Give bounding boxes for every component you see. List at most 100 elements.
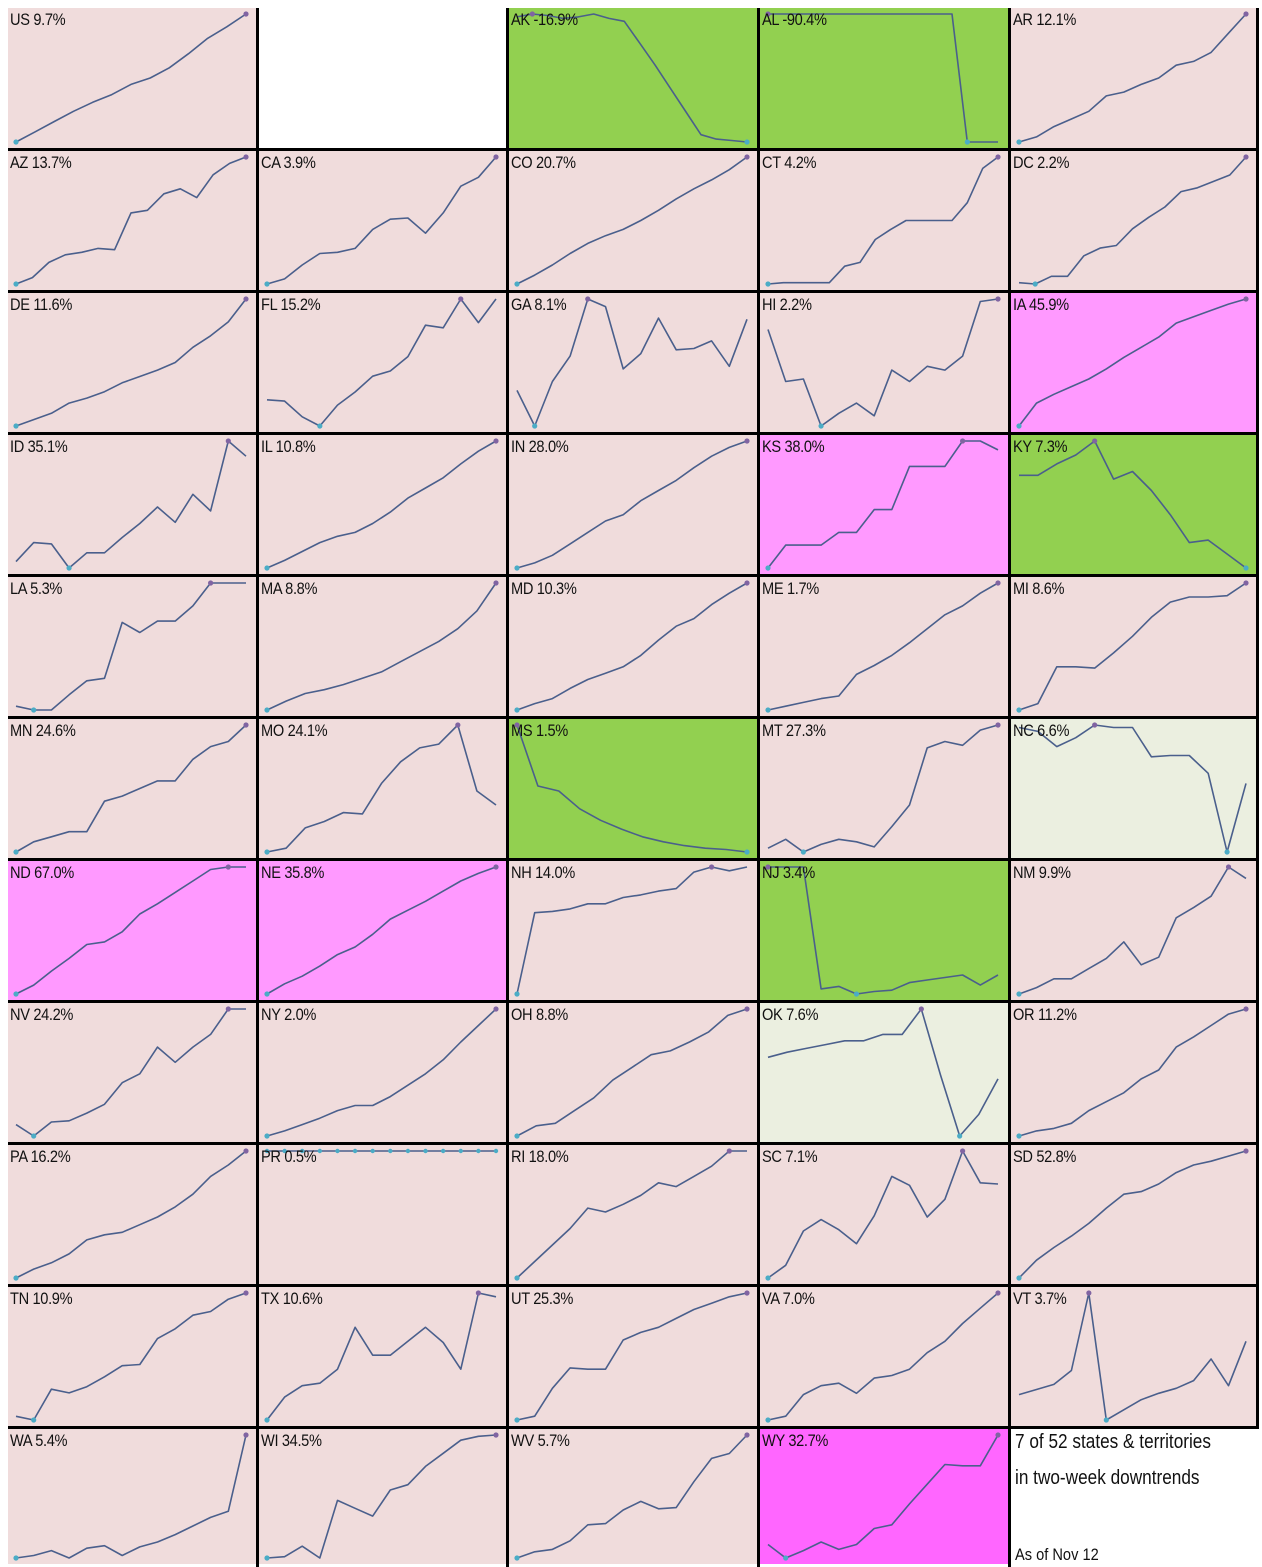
sparkline-dc (1018, 154, 1249, 287)
point-pr-13 (493, 1148, 499, 1154)
sparkline-wa (13, 1432, 249, 1561)
series-line-wi (266, 1434, 497, 1559)
panel-ks: KS 38.0% (760, 435, 1008, 574)
panel-ak: AK -16.9% (509, 8, 757, 148)
panel-label-wi: WI 34.5% (261, 1431, 322, 1450)
grid-vline (256, 8, 259, 1567)
series-line-al (768, 13, 998, 143)
panel-ca: CA 3.9% (259, 151, 506, 290)
sparkline-mn (13, 722, 249, 855)
max-point-wa (243, 1432, 249, 1438)
panel-label-ky: KY 7.3% (1013, 437, 1068, 456)
sparkline-nd (13, 864, 246, 997)
max-point-tx (475, 1290, 481, 1296)
panel-label-hi: HI 2.2% (762, 295, 812, 314)
panel-label-oh: OH 8.8% (511, 1005, 568, 1024)
panel-label-me: ME 1.7% (762, 579, 819, 598)
panel-label-vt: VT 3.7% (1013, 1289, 1067, 1308)
panel-de: DE 11.6% (8, 293, 256, 432)
max-point-ks (960, 438, 966, 444)
series-line-ga (516, 298, 748, 427)
grid-hline (8, 290, 1259, 293)
series-line-il (266, 440, 497, 569)
min-point-dc (1032, 281, 1038, 287)
series-line-ak (516, 13, 748, 143)
panel-us: US 9.7% (8, 8, 256, 148)
sparkline-ca (264, 154, 499, 287)
grid-vline (506, 8, 509, 1567)
max-point-il (493, 438, 499, 444)
series-line-in (516, 440, 748, 569)
series-line-nj (768, 866, 999, 995)
series-line-ks (767, 440, 999, 569)
panel-label-ut: UT 25.3% (511, 1289, 574, 1308)
min-point-md (514, 707, 520, 713)
min-point-la (31, 707, 37, 713)
max-point-ok (918, 1006, 924, 1012)
panel-label-ia: IA 45.9% (1013, 295, 1069, 314)
sparkline-mt (767, 722, 1001, 855)
series-line-nv (15, 1008, 246, 1137)
panel-la: LA 5.3% (8, 577, 256, 716)
panel-ok: OK 7.6% (760, 1003, 1008, 1142)
min-point-va (765, 1417, 771, 1423)
panel-label-nm: NM 9.9% (1013, 863, 1071, 882)
series-line-ca (266, 156, 497, 285)
series-line-ma (266, 582, 497, 711)
panel-label-la: LA 5.3% (10, 579, 63, 598)
panel-co: CO 20.7% (509, 151, 757, 290)
max-point-wy (995, 1432, 1001, 1438)
max-point-mn (243, 722, 249, 728)
as-of-date: As of Nov 12 (1015, 1545, 1099, 1564)
panel-label-ak: AK -16.9% (511, 10, 578, 29)
min-point-in (514, 565, 520, 571)
min-point-wv (514, 1555, 520, 1561)
max-point-nd (225, 864, 231, 870)
series-line-nh (516, 866, 748, 995)
sparkline-wv (514, 1432, 750, 1561)
panel-fl: FL 15.2% (259, 293, 506, 432)
max-point-ut (744, 1290, 750, 1296)
min-point-nd (13, 991, 19, 997)
max-point-wv (744, 1432, 750, 1438)
max-point-mo (455, 722, 461, 728)
max-point-tn (243, 1290, 249, 1296)
sparkline-ar (1016, 11, 1249, 145)
min-point-tn (31, 1417, 37, 1423)
min-point-us (13, 139, 19, 145)
series-line-dc (1018, 156, 1247, 285)
sparkline-sd (1016, 1148, 1249, 1281)
series-line-hi (767, 298, 999, 427)
panel-label-va: VA 7.0% (762, 1289, 815, 1308)
sparkline-wi (264, 1432, 499, 1561)
max-point-mi (1243, 580, 1249, 586)
point-pr-10 (440, 1148, 446, 1154)
panel-ct: CT 4.2% (760, 151, 1008, 290)
series-line-nd (15, 866, 246, 995)
summary-line-2: in two-week downtrends (1015, 1467, 1200, 1489)
max-point-us (243, 11, 249, 17)
panel-nv: NV 24.2% (8, 1003, 256, 1142)
grid-vline (1256, 8, 1259, 1429)
grid-hline (8, 1284, 1259, 1287)
min-point-sd (1016, 1275, 1022, 1281)
sparkline-mo (264, 722, 497, 855)
max-point-in (744, 438, 750, 444)
sparkline-pr (264, 1148, 499, 1154)
series-line-sc (767, 1150, 999, 1279)
min-point-al (964, 139, 970, 145)
panel-label-sc: SC 7.1% (762, 1147, 818, 1166)
point-pr-8 (405, 1148, 411, 1154)
panel-oh: OH 8.8% (509, 1003, 757, 1142)
panel-nc: NC 6.6% (1011, 719, 1256, 858)
max-point-ia (1243, 296, 1249, 302)
grid-hline (8, 858, 1259, 861)
sparkline-ma (264, 580, 499, 713)
panel-label-al: AL -90.4% (762, 10, 827, 29)
max-point-nc (1092, 722, 1098, 728)
sparkline-nm (1016, 864, 1247, 997)
sparkline-co (514, 154, 750, 287)
panel-sc: SC 7.1% (760, 1145, 1008, 1284)
sparkline-vt (1018, 1290, 1247, 1423)
panel-ma: MA 8.8% (259, 577, 506, 716)
